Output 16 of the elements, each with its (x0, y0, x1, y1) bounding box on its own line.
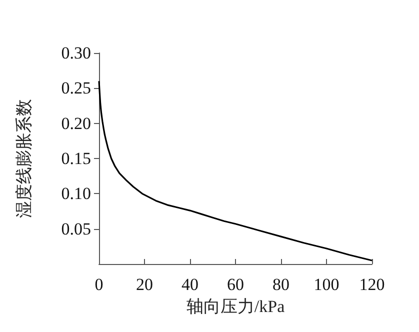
y-tick-label: 0.15 (61, 149, 91, 168)
x-tick-label: 120 (359, 275, 385, 294)
y-tick-label: 0.10 (61, 184, 91, 204)
x-tick-label: 40 (182, 275, 198, 294)
y-axis-title: 湿度线膨胀系数 (14, 99, 34, 218)
x-tick-label: 0 (94, 275, 104, 294)
y-tick-label: 0.20 (61, 114, 91, 133)
x-axis-title: 轴向压力/kPa (186, 296, 286, 316)
x-tick-label: 60 (227, 275, 244, 294)
line-series (98, 80, 373, 262)
y-tick-label: 0.30 (61, 44, 91, 62)
y-tick-label: 0.05 (61, 219, 91, 238)
x-tick-label: 80 (272, 275, 290, 294)
y-tick-label: 0.25 (61, 78, 91, 98)
x-tick-label: 20 (136, 275, 153, 294)
x-tick-label: 100 (314, 275, 340, 294)
